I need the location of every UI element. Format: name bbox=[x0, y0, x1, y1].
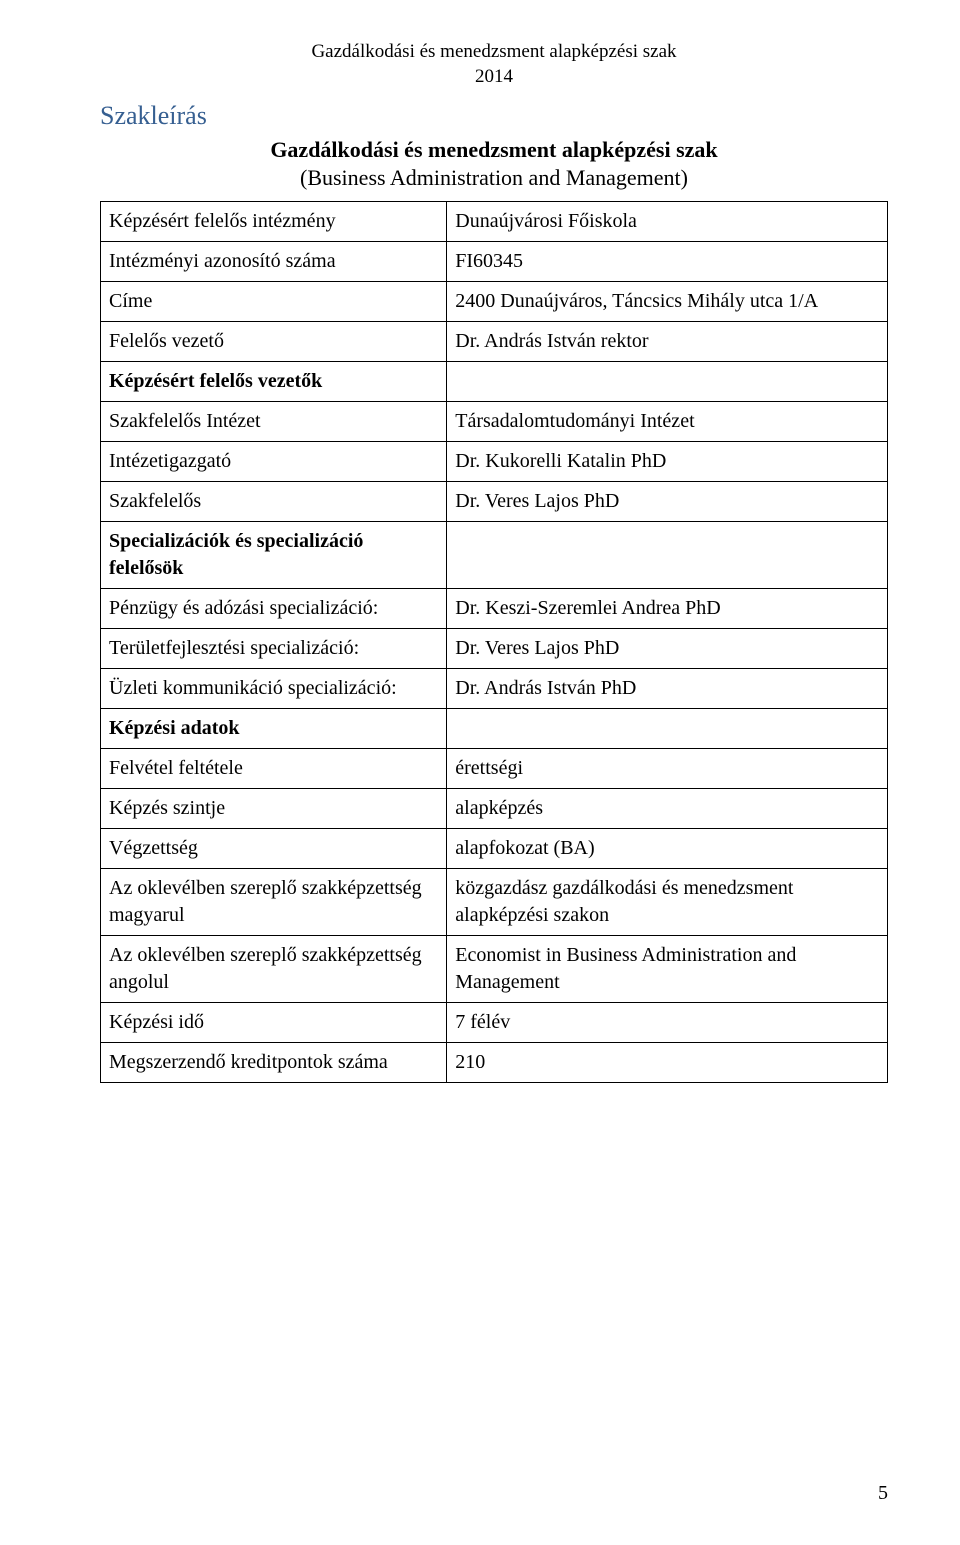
page-number: 5 bbox=[878, 1482, 888, 1505]
header-line-2: 2014 bbox=[100, 65, 888, 90]
table-row: Képzés szintjealapképzés bbox=[101, 789, 888, 829]
row-value: 2400 Dunaújváros, Táncsics Mihály utca 1… bbox=[447, 282, 888, 322]
table-row: Képzésért felelős intézményDunaújvárosi … bbox=[101, 202, 888, 242]
row-value: Dr. Kukorelli Katalin PhD bbox=[447, 442, 888, 482]
row-value: Dr. Veres Lajos PhD bbox=[447, 629, 888, 669]
table-row: Címe2400 Dunaújváros, Táncsics Mihály ut… bbox=[101, 282, 888, 322]
table-row: Területfejlesztési specializáció:Dr. Ver… bbox=[101, 629, 888, 669]
table-row: Képzésért felelős vezetők bbox=[101, 362, 888, 402]
row-value: Társadalomtudományi Intézet bbox=[447, 402, 888, 442]
page: Gazdálkodási és menedzsment alapképzési … bbox=[0, 0, 960, 1545]
row-value: 7 félév bbox=[447, 1003, 888, 1043]
table-row: Az oklevélben szereplő szakképzettség ma… bbox=[101, 869, 888, 936]
section-title: Szakleírás bbox=[100, 101, 888, 131]
table-row: Az oklevélben szereplő szakképzettség an… bbox=[101, 936, 888, 1003]
row-value: 210 bbox=[447, 1043, 888, 1083]
row-value: Dunaújvárosi Főiskola bbox=[447, 202, 888, 242]
table-row: SzakfelelősDr. Veres Lajos PhD bbox=[101, 482, 888, 522]
program-title: Gazdálkodási és menedzsment alapképzési … bbox=[100, 137, 888, 163]
row-label: Szakfelelős bbox=[101, 482, 447, 522]
row-label: Az oklevélben szereplő szakképzettség ma… bbox=[101, 869, 447, 936]
row-value: Dr. András István rektor bbox=[447, 322, 888, 362]
row-value: érettségi bbox=[447, 749, 888, 789]
row-label: Megszerzendő kreditpontok száma bbox=[101, 1043, 447, 1083]
row-label: Végzettség bbox=[101, 829, 447, 869]
row-value bbox=[447, 522, 888, 589]
table-row: IntézetigazgatóDr. Kukorelli Katalin PhD bbox=[101, 442, 888, 482]
table-row: Specializációk és specializáció felelősö… bbox=[101, 522, 888, 589]
row-value bbox=[447, 362, 888, 402]
row-value: alapképzés bbox=[447, 789, 888, 829]
table-row: Végzettségalapfokozat (BA) bbox=[101, 829, 888, 869]
table-row: Felvétel feltételeérettségi bbox=[101, 749, 888, 789]
row-value: Dr. András István PhD bbox=[447, 669, 888, 709]
table-row: Szakfelelős IntézetTársadalomtudományi I… bbox=[101, 402, 888, 442]
row-label: Címe bbox=[101, 282, 447, 322]
row-value: Dr. Keszi-Szeremlei Andrea PhD bbox=[447, 589, 888, 629]
row-label: Specializációk és specializáció felelősö… bbox=[101, 522, 447, 589]
row-value: közgazdász gazdálkodási és menedzsment a… bbox=[447, 869, 888, 936]
row-label: Pénzügy és adózási specializáció: bbox=[101, 589, 447, 629]
program-subtitle: (Business Administration and Management) bbox=[100, 165, 888, 191]
header-line-1: Gazdálkodási és menedzsment alapképzési … bbox=[100, 40, 888, 65]
row-label: Az oklevélben szereplő szakképzettség an… bbox=[101, 936, 447, 1003]
table-row: Képzési adatok bbox=[101, 709, 888, 749]
table-row: Pénzügy és adózási specializáció:Dr. Kes… bbox=[101, 589, 888, 629]
table-row: Üzleti kommunikáció specializáció:Dr. An… bbox=[101, 669, 888, 709]
table-row: Képzési idő 7 félév bbox=[101, 1003, 888, 1043]
row-label: Szakfelelős Intézet bbox=[101, 402, 447, 442]
row-label: Képzésért felelős vezetők bbox=[101, 362, 447, 402]
row-label: Képzésért felelős intézmény bbox=[101, 202, 447, 242]
row-label: Területfejlesztési specializáció: bbox=[101, 629, 447, 669]
table-row: Megszerzendő kreditpontok száma210 bbox=[101, 1043, 888, 1083]
row-label: Képzés szintje bbox=[101, 789, 447, 829]
row-label: Intézetigazgató bbox=[101, 442, 447, 482]
table-row: Felelős vezetőDr. András István rektor bbox=[101, 322, 888, 362]
row-label: Intézményi azonosító száma bbox=[101, 242, 447, 282]
row-value: Dr. Veres Lajos PhD bbox=[447, 482, 888, 522]
row-label: Felelős vezető bbox=[101, 322, 447, 362]
table-row: Intézményi azonosító számaFI60345 bbox=[101, 242, 888, 282]
row-value bbox=[447, 709, 888, 749]
row-label: Képzési idő bbox=[101, 1003, 447, 1043]
row-value: FI60345 bbox=[447, 242, 888, 282]
row-label: Képzési adatok bbox=[101, 709, 447, 749]
row-label: Felvétel feltétele bbox=[101, 749, 447, 789]
row-label: Üzleti kommunikáció specializáció: bbox=[101, 669, 447, 709]
row-value: alapfokozat (BA) bbox=[447, 829, 888, 869]
row-value: Economist in Business Administration and… bbox=[447, 936, 888, 1003]
details-table: Képzésért felelős intézményDunaújvárosi … bbox=[100, 201, 888, 1083]
